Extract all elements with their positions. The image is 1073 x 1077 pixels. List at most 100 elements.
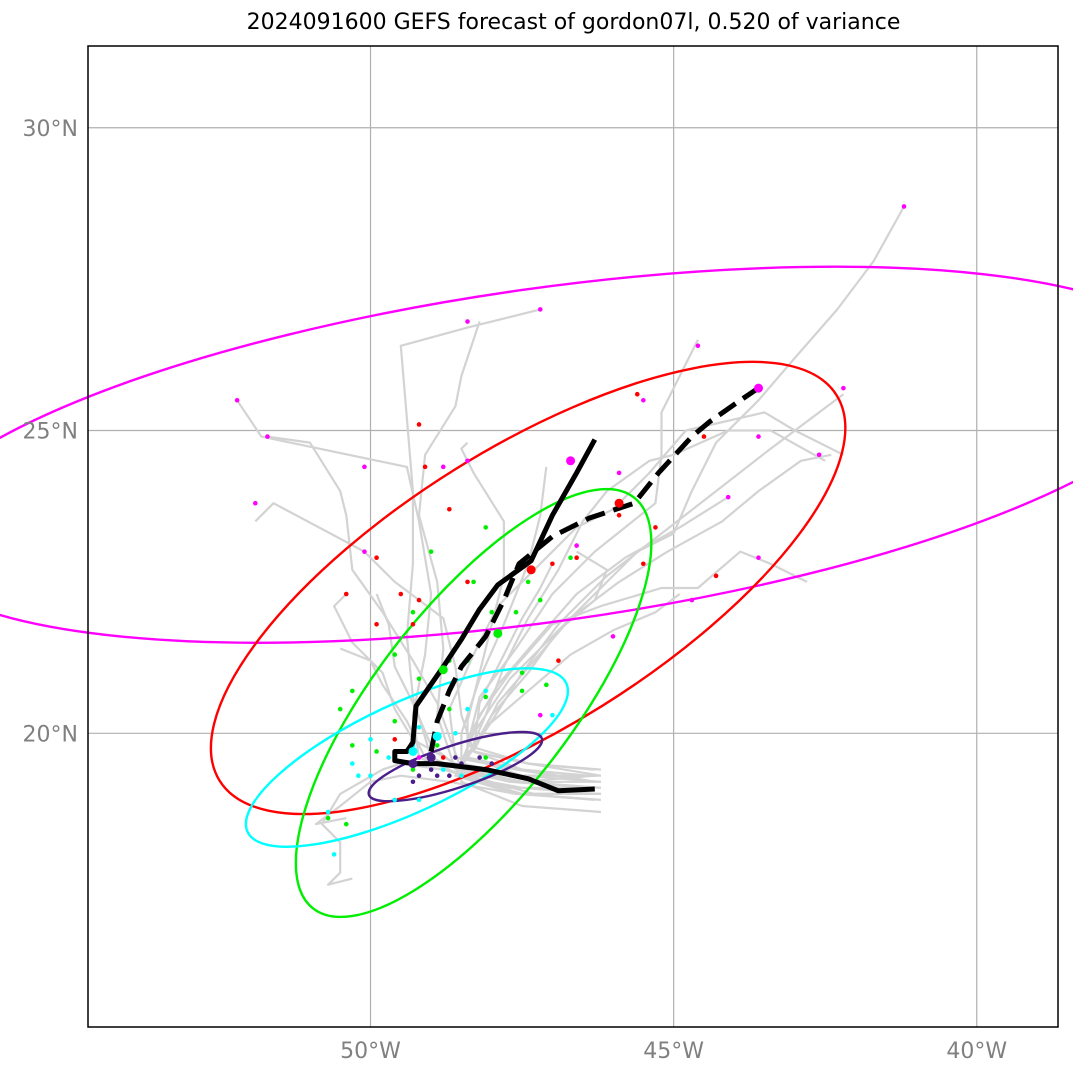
day2-mean-marker — [408, 746, 418, 756]
map-frame — [87, 45, 1059, 1028]
day2-point — [465, 706, 470, 712]
day4-point — [422, 464, 428, 470]
ensemble-track — [472, 453, 832, 771]
lat-tick-label: 25°N — [23, 420, 78, 445]
ensemble-track — [466, 339, 699, 777]
day5-point — [537, 307, 543, 312]
mean-track-dashed — [428, 386, 760, 752]
day3-point — [410, 609, 416, 615]
day1-point — [434, 773, 440, 778]
day2-point — [325, 809, 331, 815]
ensemble-track — [454, 393, 845, 795]
day5-mean-marker — [566, 456, 576, 466]
day2-ellipse — [244, 667, 570, 848]
day3-point — [519, 688, 525, 694]
day5-point — [756, 555, 761, 560]
day2-point — [483, 688, 489, 694]
day5-point — [265, 434, 270, 439]
day2-point — [416, 724, 422, 730]
day4-point — [713, 573, 719, 579]
day5-ellipse — [0, 265, 1073, 644]
day5-point — [725, 494, 731, 500]
day5-point — [695, 343, 701, 349]
day5-point — [440, 464, 446, 470]
day4-point — [641, 561, 646, 567]
day1-ellipse — [367, 730, 544, 803]
ensemble-track — [460, 466, 601, 814]
uncertainty-ellipses — [0, 265, 1073, 919]
day3-point — [489, 609, 495, 615]
day4-point — [550, 561, 555, 567]
day3-ellipse — [294, 487, 653, 919]
day3-point — [568, 555, 573, 560]
day5-point — [465, 458, 470, 464]
day2-point — [392, 797, 398, 803]
day5-point — [901, 204, 907, 209]
day3-point — [374, 749, 379, 754]
ensemble-tracks — [236, 205, 905, 886]
day5-point — [756, 434, 761, 439]
day2-point — [350, 761, 355, 766]
day5-point — [253, 500, 258, 506]
day3-point — [525, 579, 531, 585]
day4-point — [410, 622, 416, 627]
day4-point — [374, 622, 379, 627]
day3-point — [325, 815, 331, 821]
day4-point — [634, 391, 640, 397]
day3-mean-marker — [438, 665, 448, 675]
day3-point — [544, 682, 549, 688]
day1-point — [410, 779, 416, 785]
day5-point — [362, 549, 367, 554]
day2-point — [440, 767, 446, 772]
day3-point — [471, 579, 476, 585]
day5-point — [465, 319, 470, 324]
day3-point — [350, 688, 355, 694]
day5-point — [574, 543, 579, 548]
ensemble-track — [448, 411, 844, 783]
mean-tracks — [392, 386, 760, 794]
day5-point — [610, 634, 616, 639]
grid-lines — [88, 46, 1058, 1027]
day5-mean-marker — [754, 383, 764, 393]
day3-point — [447, 706, 452, 712]
day2-point — [416, 797, 422, 803]
ensemble-track — [466, 429, 826, 783]
day3-point — [416, 676, 422, 682]
ensemble-track — [375, 593, 601, 783]
axis-labels: 30°N 25°N 20°N 50°W 45°W 40°W — [23, 117, 1008, 1064]
day3-point — [519, 670, 525, 676]
day4-point — [343, 591, 349, 597]
day3-point — [337, 706, 343, 712]
day1-point — [477, 755, 482, 760]
day3-point — [513, 609, 519, 615]
ensemble-track — [254, 502, 595, 783]
day3-point — [392, 652, 398, 657]
lat-tick-label: 30°N — [23, 117, 78, 142]
lon-tick-label: 50°W — [340, 1039, 401, 1064]
day3-mean-marker — [493, 628, 503, 638]
day3-point — [392, 718, 398, 724]
mean-markers — [408, 383, 764, 769]
day2-point — [368, 737, 373, 742]
lon-tick-label: 40°W — [946, 1039, 1007, 1064]
day5-point — [416, 755, 422, 760]
day3-point — [483, 525, 489, 530]
day2-point — [331, 852, 337, 857]
day5-point — [641, 397, 646, 403]
day3-point — [343, 821, 349, 827]
day3-point — [483, 694, 489, 700]
day5-point — [816, 452, 822, 458]
day5-point — [616, 470, 622, 476]
day4-point — [465, 579, 470, 585]
day3-point — [428, 549, 434, 554]
day3-point — [434, 743, 440, 748]
day2-point — [356, 773, 361, 778]
day4-point — [616, 513, 622, 518]
day3-point — [537, 597, 543, 603]
day4-ellipse — [209, 360, 847, 816]
day4-point — [556, 658, 561, 663]
plot-title: 2024091600 GEFS forecast of gordon07l, 0… — [246, 10, 901, 35]
day1-mean-marker — [426, 753, 436, 763]
ensemble-track — [267, 435, 601, 777]
